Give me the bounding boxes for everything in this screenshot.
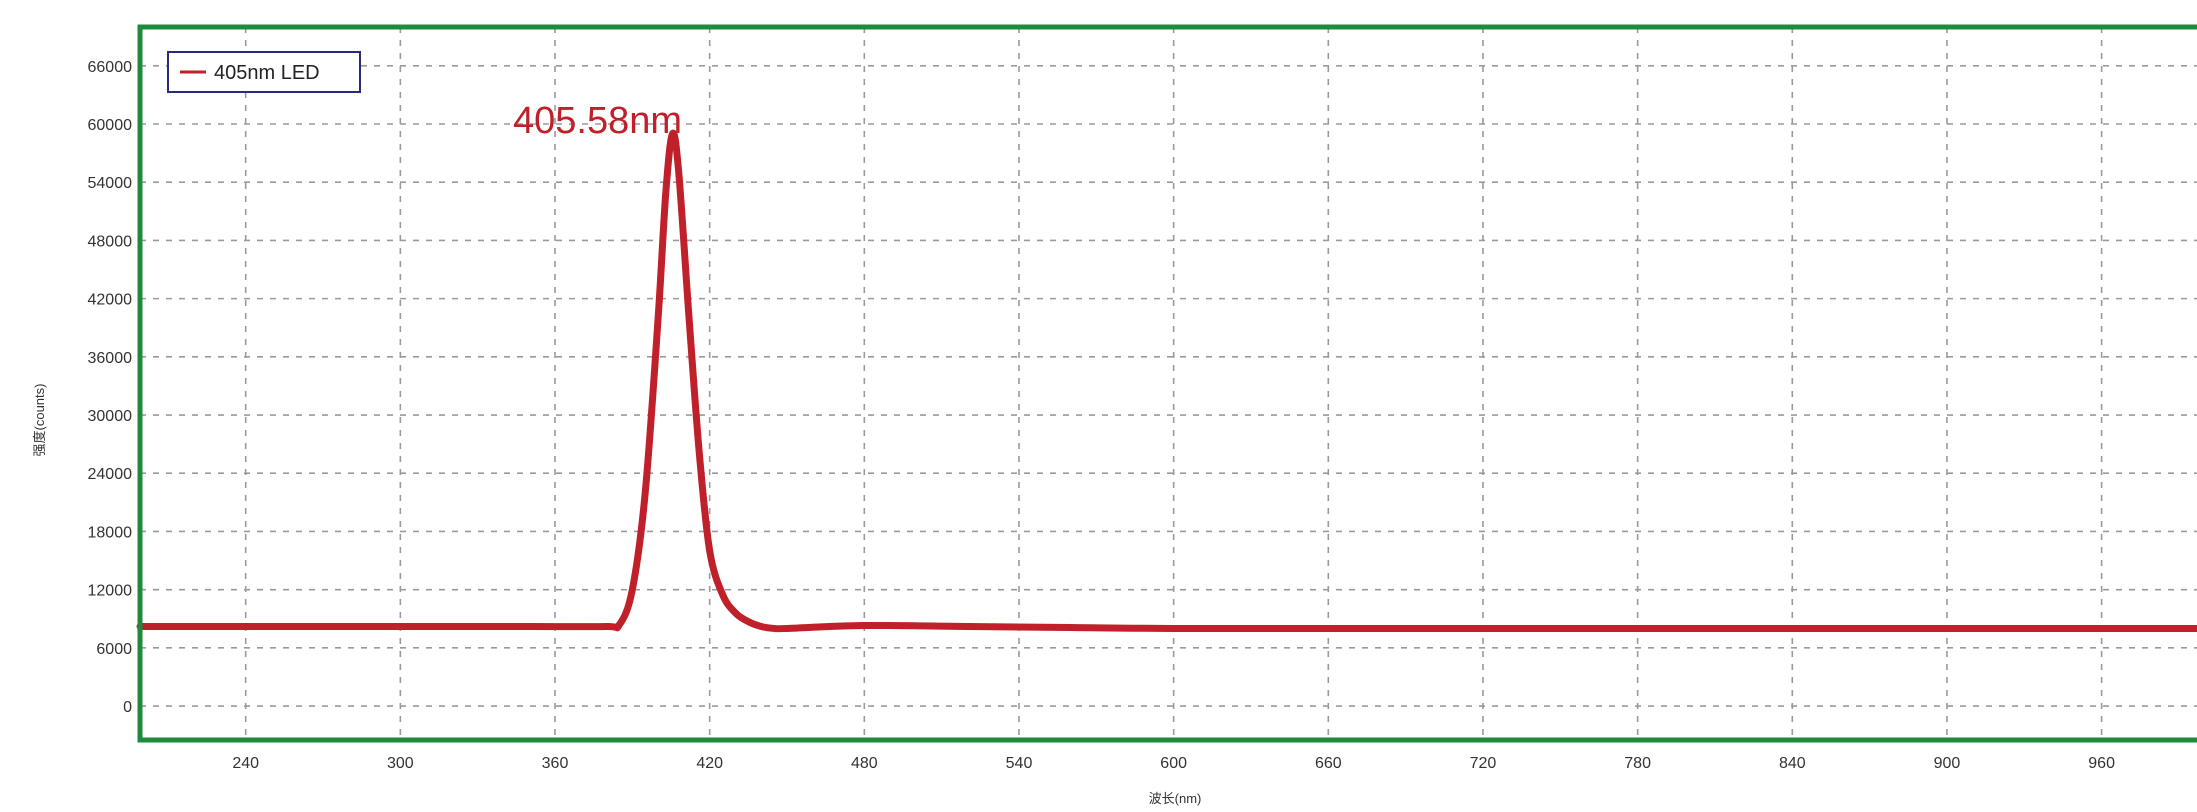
x-tick-label: 780 [1624, 755, 1651, 772]
x-tick-label: 360 [542, 755, 569, 772]
x-tick-label: 480 [851, 755, 878, 772]
y-tick-label: 6000 [96, 641, 132, 658]
x-tick-label: 720 [1470, 755, 1497, 772]
x-tick-label: 420 [696, 755, 723, 772]
y-tick-label: 36000 [88, 350, 133, 367]
series-layer [136, 129, 2197, 633]
x-tick-label: 840 [1779, 755, 1806, 772]
x-axis-label: 波长(nm) [1149, 791, 1202, 806]
x-tick-label: 660 [1315, 755, 1342, 772]
legend: 405nm LED [167, 51, 361, 93]
x-tick-label: 240 [232, 755, 259, 772]
y-tick-label: 24000 [88, 466, 133, 483]
series-line [136, 129, 2197, 633]
peak-annotation: 405.58nm [513, 100, 682, 142]
x-tick-label: 300 [387, 755, 414, 772]
tick-labels: 240 300 360 420 480 540 600 660 720 780 840 900 960 0… [88, 59, 2116, 772]
legend-label: 405nm LED [214, 62, 320, 84]
x-tick-label: 600 [1160, 755, 1187, 772]
y-tick-label: 42000 [88, 292, 133, 309]
y-tick-label: 18000 [88, 524, 133, 541]
y-tick-label: 48000 [88, 233, 133, 250]
gridlines [140, 27, 2197, 740]
y-tick-label: 54000 [88, 175, 133, 192]
y-tick-label: 30000 [88, 408, 133, 425]
y-tick-label: 66000 [88, 59, 133, 76]
x-tick-label: 960 [2088, 755, 2115, 772]
x-tick-label: 540 [1006, 755, 1033, 772]
y-axis-label: 强度(counts) [32, 384, 47, 457]
x-tick-label: 900 [1934, 755, 1961, 772]
y-tick-label: 0 [123, 699, 132, 716]
y-tick-label: 12000 [88, 583, 133, 600]
plot-frame [137, 24, 2197, 743]
y-tick-label: 60000 [88, 117, 133, 134]
